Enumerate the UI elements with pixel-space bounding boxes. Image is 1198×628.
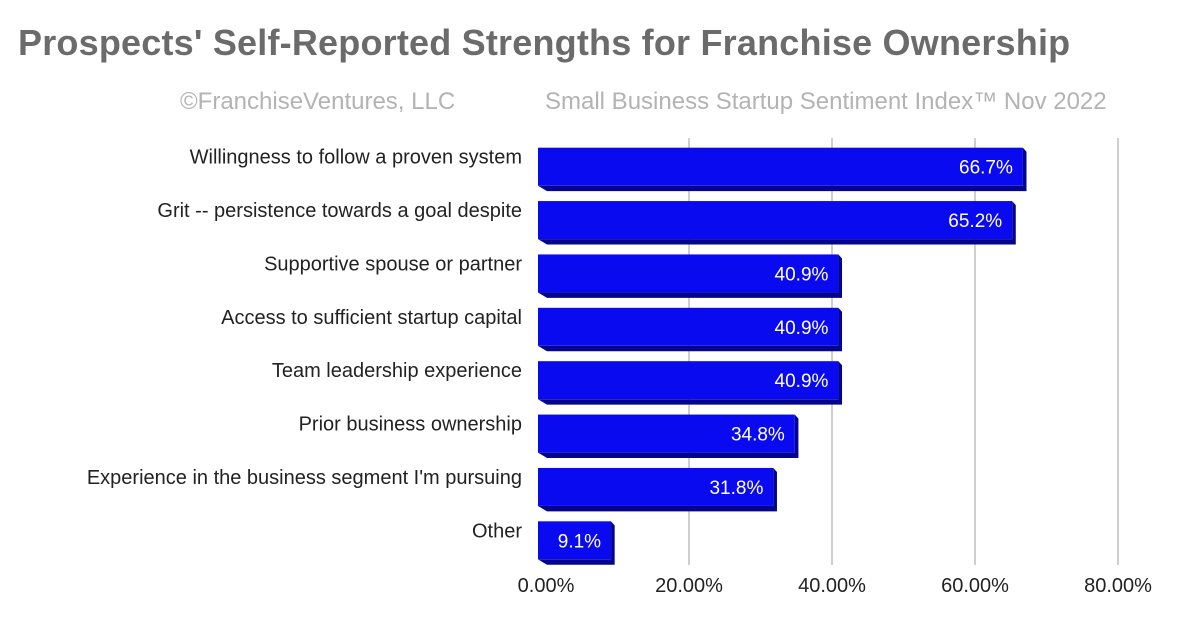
bar-shadow: [538, 147, 1027, 192]
bar: [538, 361, 839, 400]
bar-shadow: [538, 467, 777, 512]
bar: [538, 147, 1023, 186]
bar: [538, 307, 839, 346]
data-label: 31.8%: [709, 478, 763, 499]
x-tick-label: 0.00%: [518, 575, 575, 597]
x-tick-label: 60.00%: [941, 575, 1009, 597]
category-label: Team leadership experience: [272, 360, 522, 382]
bar-shadow: [538, 201, 1016, 245]
data-label: 40.9%: [775, 264, 829, 285]
bar: [538, 467, 774, 506]
data-label: 66.7%: [959, 158, 1013, 179]
bar: [538, 254, 839, 293]
data-label: 65.2%: [948, 211, 1002, 232]
bar-shadow: [538, 414, 799, 458]
data-label: 34.8%: [731, 425, 785, 446]
bar-shadow: [538, 254, 843, 298]
x-tick-label: 80.00%: [1084, 575, 1152, 597]
x-tick-label: 20.00%: [655, 575, 723, 597]
data-label: 40.9%: [775, 318, 829, 339]
bar-shadow: [538, 307, 843, 352]
category-label: Prior business ownership: [299, 414, 522, 436]
bar: [538, 201, 1013, 240]
chart-title: Prospects' Self-Reported Strengths for F…: [18, 22, 1071, 63]
bar-shadow: [538, 521, 615, 565]
data-label: 9.1%: [558, 531, 601, 552]
data-label: 40.9%: [775, 371, 829, 392]
category-label: Other: [472, 520, 522, 542]
copyright-text: ©FranchiseVentures, LLC: [180, 88, 456, 115]
bar-shadow: [538, 361, 843, 405]
category-label: Access to sufficient startup capital: [221, 307, 522, 329]
index-label: Small Business Startup Sentiment Index™ …: [545, 88, 1107, 115]
bar: [538, 414, 795, 453]
category-label: Grit -- persistence towards a goal despi…: [157, 200, 522, 222]
category-label: Supportive spouse or partner: [264, 253, 522, 275]
category-label: Experience in the business segment I'm p…: [87, 467, 522, 489]
category-label: Willingness to follow a proven system: [190, 147, 522, 169]
bar: [538, 521, 612, 560]
x-tick-label: 40.00%: [798, 575, 866, 597]
